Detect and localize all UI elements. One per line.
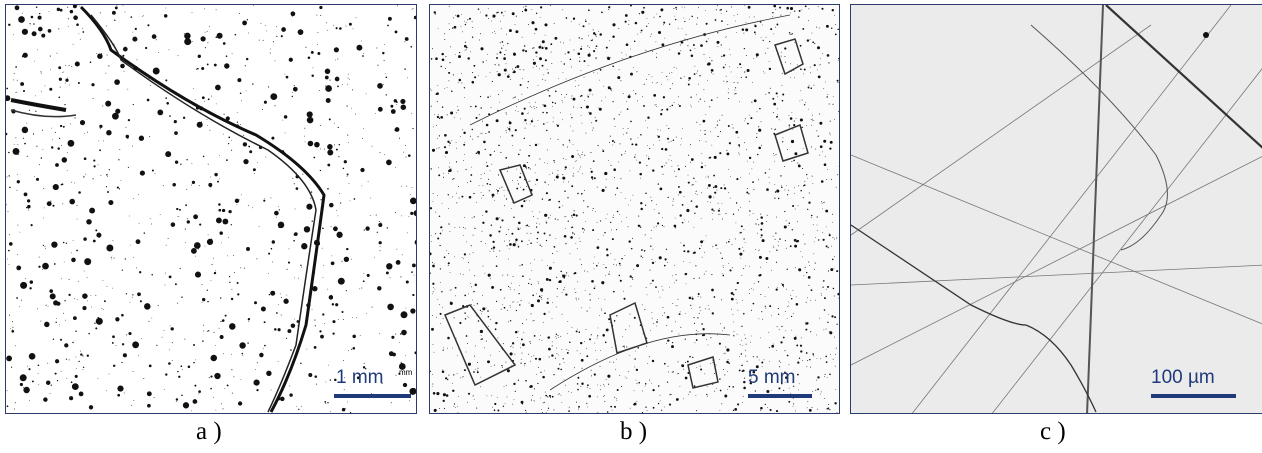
scale-bar-a bbox=[334, 394, 411, 398]
caption-c: c ) bbox=[1040, 418, 1066, 445]
scale-label-b: 5 mm bbox=[748, 367, 796, 388]
caption-b: b ) bbox=[620, 418, 648, 445]
scale-bar-b bbox=[748, 394, 812, 398]
scale-bar-c bbox=[1151, 394, 1236, 398]
micrograph-panel-c: 100 µm bbox=[850, 4, 1262, 414]
caption-a: a ) bbox=[196, 418, 222, 445]
dot-texture-b bbox=[430, 5, 839, 413]
dot-texture-a bbox=[6, 5, 416, 413]
scale-label-a: 1 mm bbox=[336, 367, 384, 388]
micrograph-panel-b: 5 mm bbox=[429, 4, 840, 414]
scratch-texture-c bbox=[851, 5, 1262, 413]
micrograph-panel-a: 1 mm mm bbox=[5, 4, 417, 414]
image-stamp-a: mm bbox=[399, 368, 413, 377]
scale-label-c: 100 µm bbox=[1151, 367, 1215, 388]
